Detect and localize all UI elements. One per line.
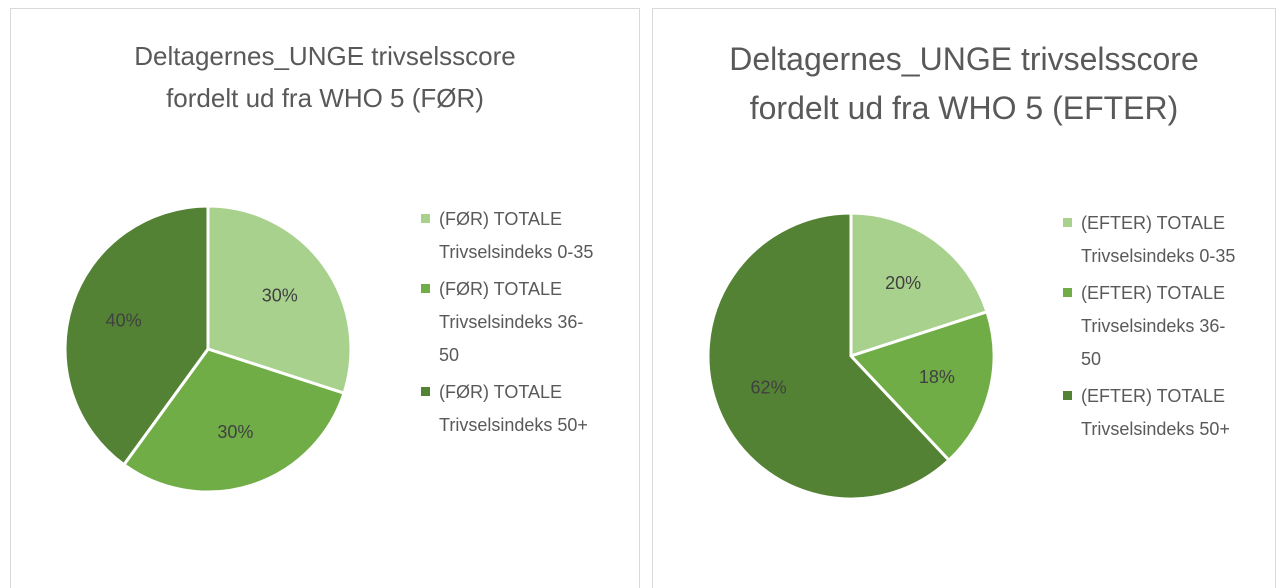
data-label: 40% (106, 310, 142, 330)
legend-label: (EFTER) TOTALE Trivselsindeks 50+ (1081, 386, 1230, 439)
chart-title: Deltagernes_UNGE trivselsscore fordelt u… (729, 41, 1199, 126)
pie-area: 30% 30% 40% (63, 204, 353, 494)
legend-entry: (EFTER) TOTALE Trivselsindeks 36-50 (1063, 277, 1238, 376)
chart-panel: Deltagernes_UNGE trivselsscore fordelt u… (10, 8, 640, 588)
legend-label: (FØR) TOTALE Trivselsindeks 50+ (439, 382, 588, 435)
legend: (EFTER) TOTALE Trivselsindeks 0-35 (EFTER… (1063, 207, 1238, 450)
pie-area: 20% 18% 62% (706, 211, 996, 501)
data-label: 30% (262, 286, 298, 306)
legend-swatch (421, 214, 430, 223)
legend-swatch (1063, 391, 1072, 400)
pie-slice (63, 204, 210, 467)
legend-swatch (421, 387, 430, 396)
pie-slice (848, 309, 996, 463)
legend-entry: (FØR) TOTALE Trivselsindeks 36-50 (421, 273, 596, 372)
legend-label: (FØR) TOTALE Trivselsindeks 36-50 (439, 279, 584, 365)
legend-swatch (421, 284, 430, 293)
legend-swatch (1063, 288, 1072, 297)
data-label: 20% (885, 273, 921, 293)
legend-label: (EFTER) TOTALE Trivselsindeks 0-35 (1081, 213, 1236, 266)
pie-slice (849, 211, 989, 359)
chart-title: Deltagernes_UNGE trivselsscore fordelt u… (134, 41, 516, 113)
data-label: 62% (751, 377, 787, 397)
legend-entry: (EFTER) TOTALE Trivselsindeks 0-35 (1063, 207, 1238, 273)
legend-entry: (FØR) TOTALE Trivselsindeks 0-35 (421, 203, 596, 269)
legend-entry: (EFTER) TOTALE Trivselsindeks 50+ (1063, 380, 1238, 446)
legend-label: (FØR) TOTALE Trivselsindeks 0-35 (439, 209, 594, 262)
legend-label: (EFTER) TOTALE Trivselsindeks 36-50 (1081, 283, 1226, 369)
legend: (FØR) TOTALE Trivselsindeks 0-35 (FØR) TO… (421, 203, 596, 446)
legend-swatch (1063, 218, 1072, 227)
data-label: 18% (919, 367, 955, 387)
chart-panel: Deltagernes_UNGE trivselsscore fordelt u… (652, 8, 1276, 588)
pie-slice (706, 211, 952, 501)
pie-slice (121, 347, 346, 494)
legend-entry: (FØR) TOTALE Trivselsindeks 50+ (421, 376, 596, 442)
pie-slice (206, 204, 353, 396)
data-label: 30% (217, 422, 253, 442)
